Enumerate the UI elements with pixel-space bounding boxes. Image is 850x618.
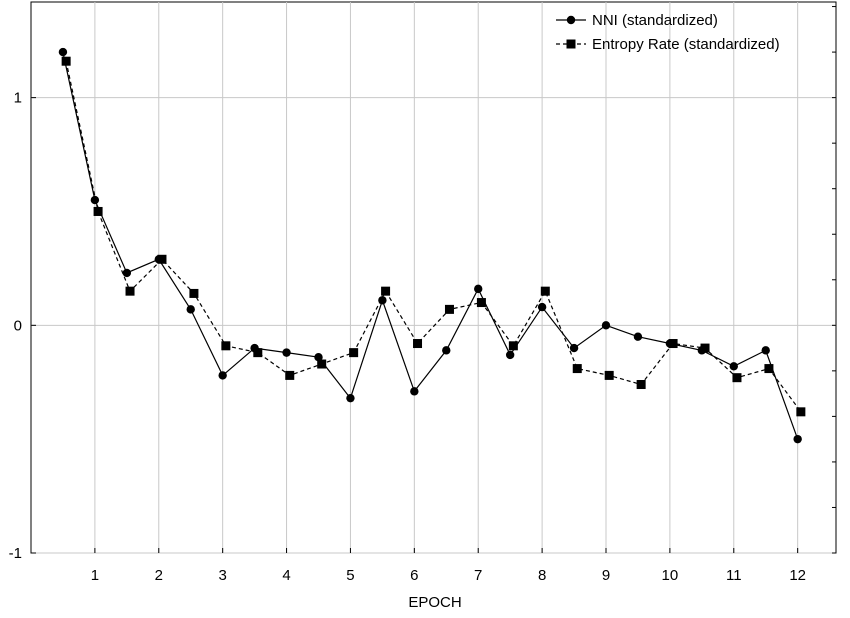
data-point [285, 370, 295, 380]
data-point [157, 254, 167, 264]
data-point [700, 343, 710, 353]
data-point [349, 348, 359, 358]
data-point [442, 346, 451, 355]
data-point [601, 321, 611, 330]
x-tick-label: 5 [346, 567, 354, 584]
x-axis-title: EPOCH [408, 594, 461, 611]
data-point [793, 434, 802, 444]
data-point [636, 380, 646, 390]
data-point [796, 407, 806, 417]
plot-frame [30, 1, 837, 554]
x-tick-label: 4 [282, 567, 290, 584]
legend-label-nni: NNI (standardized) [592, 12, 718, 29]
data-point [572, 364, 582, 374]
y-axis-ticks: -1 0 1 [9, 6, 836, 562]
data-point [761, 346, 770, 355]
x-tick-label: 3 [218, 567, 226, 584]
data-point [90, 195, 100, 205]
data-point [668, 339, 678, 349]
x-tick-label: 1 [91, 567, 99, 584]
data-point [729, 362, 738, 371]
y-tick-label: 0 [14, 317, 22, 334]
legend-entry-nni: NNI (standardized) [556, 12, 718, 29]
data-point [221, 341, 231, 351]
data-point [604, 370, 614, 380]
data-point [61, 56, 71, 66]
data-point [508, 341, 518, 351]
data-point [314, 352, 323, 362]
data-point [186, 305, 195, 314]
x-tick-label: 7 [474, 567, 482, 584]
data-point [413, 339, 423, 349]
series-layer [58, 47, 806, 444]
x-tick-label: 8 [538, 567, 546, 584]
data-point [317, 359, 327, 369]
data-point [505, 350, 515, 360]
data-point [253, 348, 263, 358]
data-point [633, 332, 643, 341]
data-point [540, 286, 550, 296]
data-point [125, 286, 135, 296]
data-point [381, 286, 391, 296]
y-tick-label: 1 [14, 90, 22, 107]
y-tick-label: -1 [9, 545, 22, 562]
data-point [444, 304, 454, 314]
x-tick-label: 10 [662, 567, 679, 584]
grid-lines [31, 2, 836, 554]
data-point [218, 371, 227, 380]
data-point [122, 268, 132, 278]
data-point [474, 284, 483, 294]
data-point [410, 387, 419, 396]
legend-entry-entropy-rate: Entropy Rate (standardized) [556, 36, 780, 53]
data-point [732, 373, 742, 383]
series-entropy-rate [61, 56, 806, 417]
x-tick-label: 6 [410, 567, 418, 584]
x-tick-label: 2 [155, 567, 163, 584]
data-point [537, 302, 547, 312]
x-tick-label: 12 [789, 567, 806, 584]
x-tick-label: 9 [602, 567, 610, 584]
data-point [282, 348, 291, 357]
series-line [65, 61, 802, 413]
legend-label-entropy-rate: Entropy Rate (standardized) [592, 36, 780, 53]
x-axis-ticks: 1 2 3 4 5 6 7 8 9 10 11 12 [91, 548, 806, 584]
data-point [476, 298, 486, 308]
x-tick-label: 11 [726, 567, 742, 584]
data-point [569, 343, 579, 353]
legend: NNI (standardized) Entropy Rate (standar… [556, 12, 780, 53]
data-point [346, 393, 355, 403]
data-point [58, 47, 68, 57]
data-point [189, 288, 199, 298]
data-point [93, 206, 103, 216]
data-point [764, 364, 774, 374]
